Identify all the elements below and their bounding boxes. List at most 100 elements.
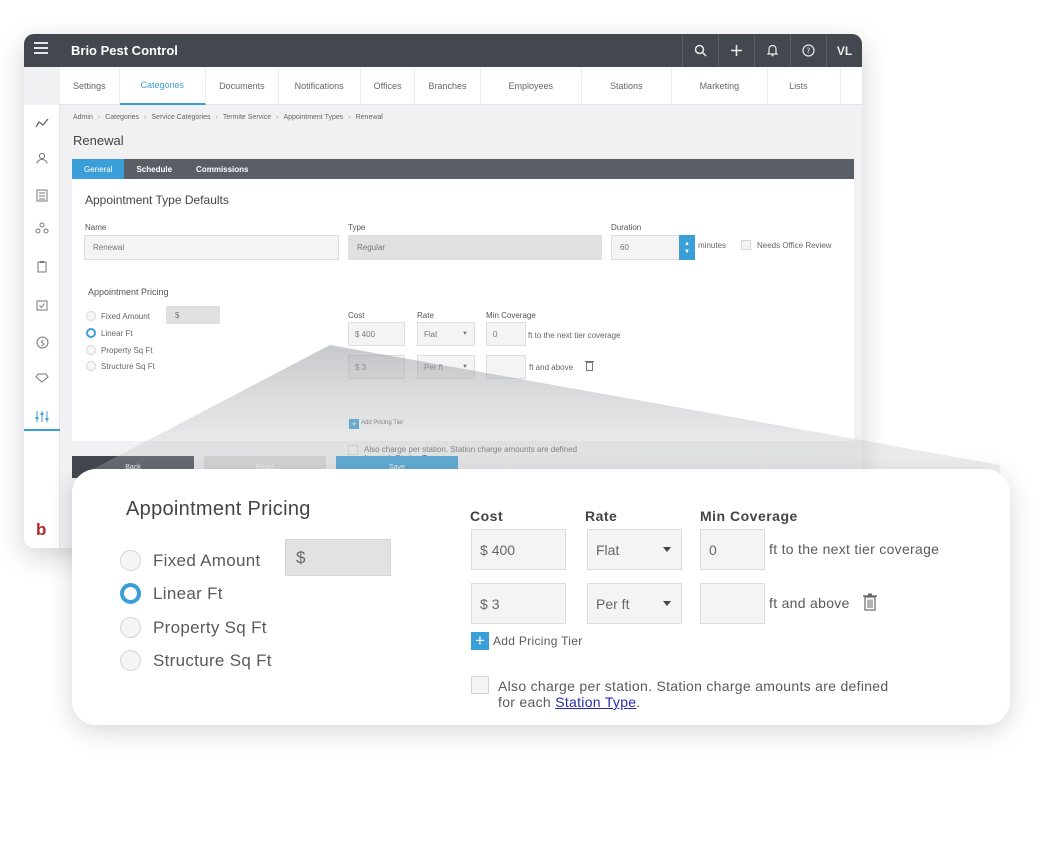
tab-branches[interactable]: Branches: [415, 67, 481, 105]
cost-label: Cost: [470, 508, 504, 524]
bell-icon[interactable]: [754, 34, 790, 67]
trash-icon-small[interactable]: [585, 360, 594, 373]
clipboard-icon[interactable]: [24, 256, 60, 276]
chevron-down-icon: [663, 601, 671, 606]
trash-icon[interactable]: [863, 593, 877, 616]
tab-documents[interactable]: Documents: [206, 67, 279, 105]
station-type-link[interactable]: Station Type: [555, 694, 637, 710]
breadcrumb-termite-service[interactable]: Termite Service: [222, 114, 272, 121]
calendar-icon[interactable]: [24, 295, 60, 315]
org-icon[interactable]: [24, 218, 60, 238]
minutes-label: minutes: [698, 241, 727, 250]
user-avatar[interactable]: VL: [826, 34, 862, 67]
tier2-min-input[interactable]: [486, 355, 526, 379]
add-tier-link-small[interactable]: Add Pricing Tier: [361, 420, 404, 426]
list-icon[interactable]: [24, 185, 60, 205]
zoomed-pricing-card: Appointment Pricing Fixed Amount $ Linea…: [72, 469, 1010, 725]
tab-marketing[interactable]: Marketing: [672, 67, 769, 105]
tier1-min-input[interactable]: 0: [486, 322, 526, 346]
search-icon[interactable]: [682, 34, 718, 67]
name-label: Name: [85, 223, 107, 232]
tier1-cost-input[interactable]: $ 400: [348, 322, 405, 346]
svg-text:$: $: [40, 338, 45, 347]
left-sidebar: $ b: [24, 105, 60, 548]
station-charge-checkbox[interactable]: [471, 676, 489, 694]
duration-input[interactable]: 60: [611, 235, 681, 260]
pricing-title: Appointment Pricing: [126, 498, 311, 520]
duration-stepper[interactable]: ▲ ▼: [679, 235, 695, 260]
chart-icon[interactable]: [24, 113, 60, 133]
tab-stations[interactable]: Stations: [582, 67, 672, 105]
breadcrumb-service-categories[interactable]: Service Categories: [151, 114, 211, 121]
gem-icon[interactable]: [24, 368, 60, 388]
sliders-icon[interactable]: [24, 403, 60, 431]
tier2-suffix: ft and above: [529, 363, 574, 372]
svg-text:?: ?: [806, 46, 810, 55]
tab-lists[interactable]: Lists: [768, 67, 841, 105]
add-tier-plus-icon-small[interactable]: +: [349, 419, 359, 429]
subtab-commissions[interactable]: Commissions: [196, 164, 249, 174]
breadcrumb-appointment-types[interactable]: Appointment Types: [283, 114, 344, 121]
tier2-cost-input-zoom[interactable]: $ 3: [471, 583, 566, 624]
help-icon[interactable]: ?: [790, 34, 826, 67]
radio-structure-sq-ft[interactable]: [86, 361, 96, 371]
needs-review-checkbox[interactable]: [741, 240, 751, 250]
radio-property-sq-ft[interactable]: [86, 345, 96, 355]
structure-sq-ft-label: Structure Sq Ft: [101, 362, 155, 371]
needs-review-label: Needs Office Review: [757, 241, 832, 250]
top-bar: Brio Pest Control ? VL: [24, 34, 862, 67]
zoom-structure-sq-ft-label: Structure Sq Ft: [153, 651, 272, 670]
tab-categories[interactable]: Categories: [119, 67, 207, 105]
radio-linear-ft[interactable]: [86, 328, 96, 338]
breadcrumb-categories[interactable]: Categories: [105, 114, 140, 121]
tier1-min-input-zoom[interactable]: 0: [700, 529, 765, 570]
zoom-fixed-amount-input[interactable]: $: [285, 539, 391, 576]
zoom-radio-property-sq-ft[interactable]: [120, 617, 141, 638]
tier2-rate-select-zoom[interactable]: Per ft: [587, 583, 682, 624]
breadcrumb-admin[interactable]: Admin: [73, 114, 93, 121]
defaults-title: Appointment Type Defaults: [85, 193, 229, 207]
type-label: Type: [348, 223, 366, 232]
menu-icon[interactable]: [34, 42, 48, 58]
duration-label: Duration: [611, 223, 642, 232]
fixed-amount-input[interactable]: $: [166, 306, 220, 324]
breadcrumb-renewal: Renewal: [355, 114, 383, 121]
type-select[interactable]: Regular: [348, 235, 602, 260]
tier1-rate-select[interactable]: Flat ▼: [417, 322, 475, 346]
station-charge-text: Also charge per station. Station charge …: [498, 678, 889, 710]
tab-settings[interactable]: Settings: [60, 67, 120, 105]
app-brand: Brio Pest Control: [71, 43, 178, 58]
sub-tabs: General Schedule Commissions: [72, 159, 854, 179]
tier2-rate-select[interactable]: Per ft ▼: [417, 355, 475, 379]
station-charge-checkbox-small[interactable]: [348, 445, 358, 455]
radio-fixed-amount[interactable]: [86, 311, 96, 321]
zoom-radio-structure-sq-ft[interactable]: [120, 650, 141, 671]
zoom-radio-linear-ft[interactable]: [120, 583, 141, 604]
tier2-cost-input[interactable]: $ 3: [348, 355, 405, 379]
linear-ft-label: Linear Ft: [101, 329, 133, 338]
min-coverage-label: Min Coverage: [700, 508, 798, 524]
add-tier-plus-icon[interactable]: +: [471, 632, 489, 650]
property-sq-ft-label: Property Sq Ft: [101, 346, 153, 355]
tier1-rate-select-zoom[interactable]: Flat: [587, 529, 682, 570]
tier1-suffix: ft to the next tier coverage: [528, 331, 621, 340]
zoom-linear-ft-label: Linear Ft: [153, 584, 223, 603]
tier2-min-input-zoom[interactable]: [700, 583, 765, 624]
name-input[interactable]: Renewal: [84, 235, 339, 260]
dollar-icon[interactable]: $: [24, 332, 60, 352]
tab-employees[interactable]: Employees: [481, 67, 583, 105]
tier2-suffix-zoom: ft and above: [769, 595, 850, 611]
tab-notifications[interactable]: Notifications: [279, 67, 361, 105]
page-title: Renewal: [73, 133, 124, 148]
min-coverage-label-small: Min Coverage: [486, 311, 536, 320]
rate-label-small: Rate: [417, 311, 434, 320]
subtab-schedule[interactable]: Schedule: [136, 164, 173, 174]
subtab-general[interactable]: General: [72, 159, 125, 179]
add-pricing-tier-link[interactable]: Add Pricing Tier: [493, 634, 583, 648]
general-panel: Appointment Type Defaults Name Renewal T…: [72, 179, 854, 463]
plus-icon[interactable]: [718, 34, 754, 67]
tier1-cost-input-zoom[interactable]: $ 400: [471, 529, 566, 570]
tab-offices[interactable]: Offices: [361, 67, 416, 105]
zoom-radio-fixed-amount[interactable]: [120, 550, 141, 571]
user-icon[interactable]: [24, 148, 60, 168]
